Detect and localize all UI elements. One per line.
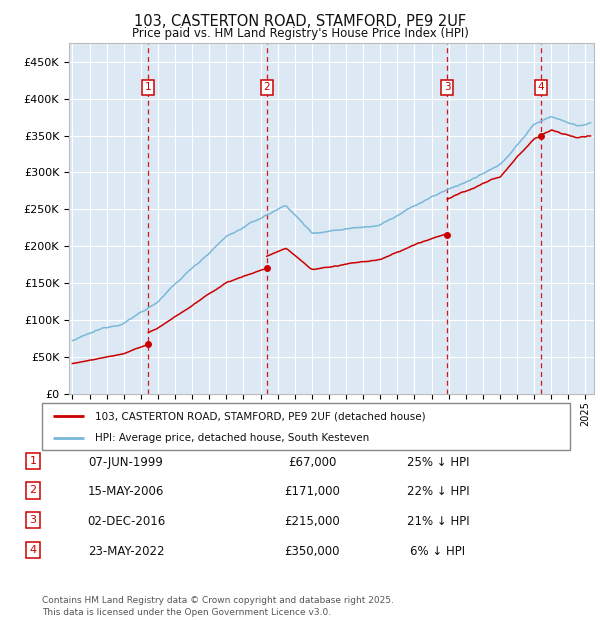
Text: 22% ↓ HPI: 22% ↓ HPI xyxy=(407,485,469,498)
Text: Price paid vs. HM Land Registry's House Price Index (HPI): Price paid vs. HM Land Registry's House … xyxy=(131,27,469,40)
Text: 2: 2 xyxy=(29,485,37,495)
Text: 23-MAY-2022: 23-MAY-2022 xyxy=(88,545,164,558)
Text: £215,000: £215,000 xyxy=(284,515,340,528)
Text: 1: 1 xyxy=(145,82,152,92)
FancyBboxPatch shape xyxy=(42,403,570,450)
Text: 07-JUN-1999: 07-JUN-1999 xyxy=(89,456,163,469)
Text: £350,000: £350,000 xyxy=(284,545,340,558)
Text: 1: 1 xyxy=(29,456,37,466)
Text: 3: 3 xyxy=(29,515,37,525)
Text: £171,000: £171,000 xyxy=(284,485,340,498)
Text: 103, CASTERTON ROAD, STAMFORD, PE9 2UF: 103, CASTERTON ROAD, STAMFORD, PE9 2UF xyxy=(134,14,466,29)
Text: 4: 4 xyxy=(538,82,544,92)
Text: HPI: Average price, detached house, South Kesteven: HPI: Average price, detached house, Sout… xyxy=(95,433,369,443)
Text: 6% ↓ HPI: 6% ↓ HPI xyxy=(410,545,466,558)
Text: 02-DEC-2016: 02-DEC-2016 xyxy=(87,515,165,528)
Text: 3: 3 xyxy=(444,82,451,92)
Text: 21% ↓ HPI: 21% ↓ HPI xyxy=(407,515,469,528)
Text: 25% ↓ HPI: 25% ↓ HPI xyxy=(407,456,469,469)
Text: 15-MAY-2006: 15-MAY-2006 xyxy=(88,485,164,498)
Text: Contains HM Land Registry data © Crown copyright and database right 2025.
This d: Contains HM Land Registry data © Crown c… xyxy=(42,596,394,617)
Text: 103, CASTERTON ROAD, STAMFORD, PE9 2UF (detached house): 103, CASTERTON ROAD, STAMFORD, PE9 2UF (… xyxy=(95,411,425,421)
Text: 4: 4 xyxy=(29,545,37,555)
Text: 2: 2 xyxy=(263,82,270,92)
Text: £67,000: £67,000 xyxy=(288,456,336,469)
